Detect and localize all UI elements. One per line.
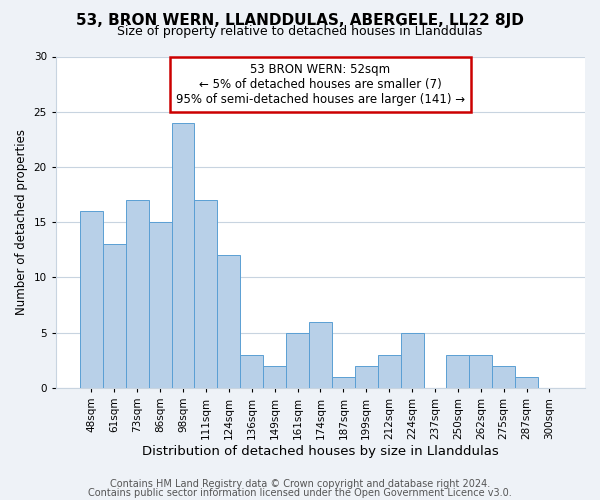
- Bar: [355, 366, 377, 388]
- Bar: [217, 256, 240, 388]
- Text: Size of property relative to detached houses in Llanddulas: Size of property relative to detached ho…: [118, 25, 482, 38]
- Text: Contains public sector information licensed under the Open Government Licence v3: Contains public sector information licen…: [88, 488, 512, 498]
- Bar: [492, 366, 515, 388]
- Bar: [126, 200, 149, 388]
- Bar: [446, 354, 469, 388]
- Text: 53, BRON WERN, LLANDDULAS, ABERGELE, LL22 8JD: 53, BRON WERN, LLANDDULAS, ABERGELE, LL2…: [76, 12, 524, 28]
- Bar: [332, 376, 355, 388]
- Bar: [240, 354, 263, 388]
- Bar: [172, 123, 194, 388]
- Bar: [469, 354, 492, 388]
- Bar: [80, 211, 103, 388]
- Y-axis label: Number of detached properties: Number of detached properties: [15, 129, 28, 315]
- Bar: [309, 322, 332, 388]
- Bar: [103, 244, 126, 388]
- Bar: [401, 332, 424, 388]
- Bar: [377, 354, 401, 388]
- Bar: [194, 200, 217, 388]
- Text: 53 BRON WERN: 52sqm
← 5% of detached houses are smaller (7)
95% of semi-detached: 53 BRON WERN: 52sqm ← 5% of detached hou…: [176, 63, 465, 106]
- Text: Contains HM Land Registry data © Crown copyright and database right 2024.: Contains HM Land Registry data © Crown c…: [110, 479, 490, 489]
- Bar: [263, 366, 286, 388]
- X-axis label: Distribution of detached houses by size in Llanddulas: Distribution of detached houses by size …: [142, 444, 499, 458]
- Bar: [149, 222, 172, 388]
- Bar: [286, 332, 309, 388]
- Bar: [515, 376, 538, 388]
